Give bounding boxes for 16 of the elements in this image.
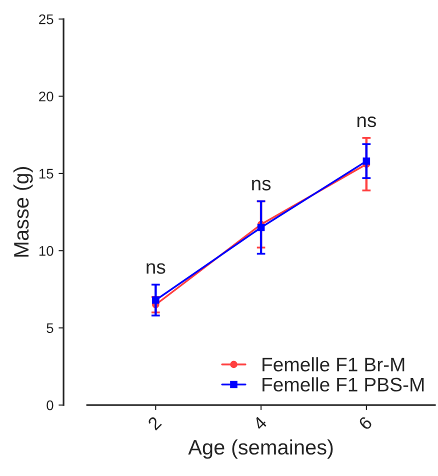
y-tick-label: 25 [39, 14, 54, 24]
legend-label: Femelle F1 Br-M [262, 357, 404, 372]
y-tick-label: 5 [46, 323, 54, 334]
x-tick-label: 4 [252, 416, 268, 431]
x-axis-title: Age (semaines) [188, 439, 333, 459]
x-tick-label: 2 [147, 416, 162, 431]
y-axis-title: Masse (g) [13, 167, 33, 257]
y-tick-label: 20 [39, 92, 54, 102]
annotation: ns [357, 116, 376, 128]
x-tick-label: 6 [358, 416, 373, 431]
y-tick-label: 10 [39, 246, 54, 256]
legend-label: Femelle F1 PBS-M [262, 377, 424, 392]
y-tick-label: 15 [39, 168, 54, 179]
y-tick-label: 0 [46, 400, 54, 410]
annotation: ns [146, 263, 166, 274]
annotation: ns [252, 180, 271, 190]
